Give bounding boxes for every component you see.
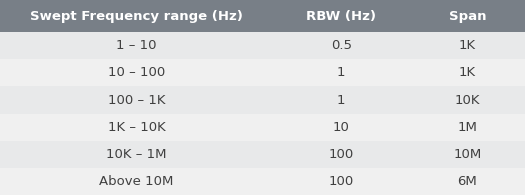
Text: 10K – 1M: 10K – 1M [106, 148, 167, 161]
Bar [273, 0, 410, 32]
Bar [0, 59, 273, 86]
Text: 1K – 10K: 1K – 10K [108, 121, 165, 134]
Bar [0, 0, 273, 32]
Text: 100: 100 [329, 148, 354, 161]
Text: 1: 1 [337, 94, 345, 106]
Bar [0, 168, 273, 195]
Text: Swept Frequency range (Hz): Swept Frequency range (Hz) [30, 10, 243, 23]
Text: 0.5: 0.5 [331, 39, 352, 52]
Bar [0, 32, 273, 59]
Text: 100 – 1K: 100 – 1K [108, 94, 165, 106]
Text: 10M: 10M [453, 148, 481, 161]
Bar [410, 168, 525, 195]
Text: RBW (Hz): RBW (Hz) [306, 10, 376, 23]
Bar [410, 86, 525, 113]
Text: 1: 1 [337, 66, 345, 79]
Bar [273, 141, 410, 168]
Bar [0, 113, 273, 141]
Bar [410, 141, 525, 168]
Text: 10K: 10K [455, 94, 480, 106]
Bar [273, 32, 410, 59]
Text: 10 – 100: 10 – 100 [108, 66, 165, 79]
Text: Above 10M: Above 10M [99, 175, 174, 188]
Bar [410, 32, 525, 59]
Text: 100: 100 [329, 175, 354, 188]
Bar [273, 113, 410, 141]
Bar [273, 59, 410, 86]
Text: 10: 10 [333, 121, 350, 134]
Bar [0, 86, 273, 113]
Bar [410, 0, 525, 32]
Bar [273, 168, 410, 195]
Text: 6M: 6M [457, 175, 477, 188]
Text: 1M: 1M [457, 121, 477, 134]
Text: Span: Span [448, 10, 486, 23]
Text: 1 – 10: 1 – 10 [116, 39, 157, 52]
Bar [273, 86, 410, 113]
Bar [410, 59, 525, 86]
Bar [410, 113, 525, 141]
Text: 1K: 1K [459, 39, 476, 52]
Text: 1K: 1K [459, 66, 476, 79]
Bar [0, 141, 273, 168]
